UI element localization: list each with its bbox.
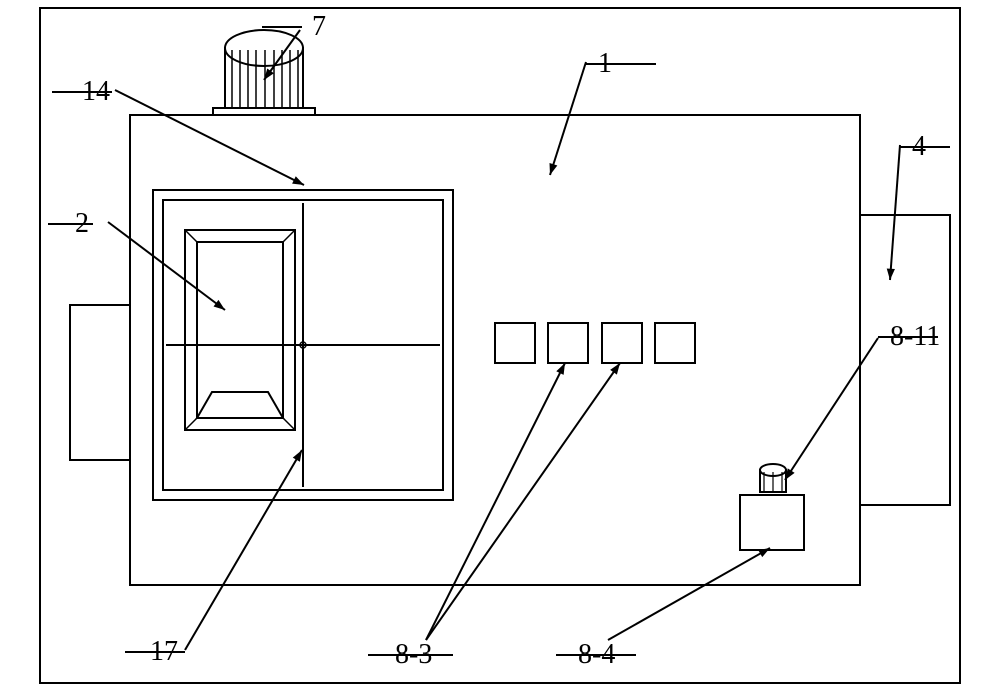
label-8-4: 8-4: [578, 639, 615, 670]
label-4: 4: [912, 131, 926, 162]
label-2: 2: [75, 208, 89, 239]
label-7: 7: [312, 11, 326, 42]
label-8-11: 8-11: [890, 321, 940, 352]
label-8-3: 8-3: [395, 639, 432, 670]
label-14: 14: [82, 76, 110, 107]
label-1: 1: [598, 48, 612, 79]
label-17: 17: [150, 636, 178, 667]
left-side-box: [70, 305, 130, 460]
right-side-box: [860, 215, 950, 505]
motor-base: [213, 108, 315, 115]
motor-cap: [225, 30, 303, 66]
